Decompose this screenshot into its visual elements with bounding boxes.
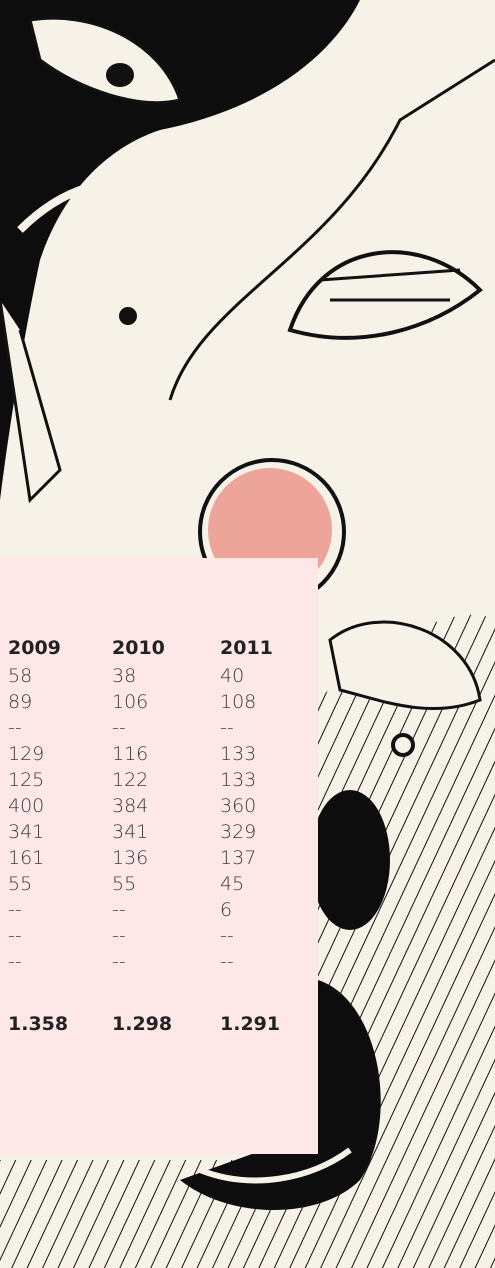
- table-cell: 6: [220, 899, 232, 921]
- page: 2009 2010 2011 58 38 40 89 106 108 -- -- -- 129 116 13…: [0, 0, 495, 1268]
- table-cell: 161: [8, 847, 44, 869]
- table-panel: 2009 2010 2011 58 38 40 89 106 108 -- -- -- 129 116 13…: [0, 558, 318, 1154]
- column-header: 2011: [220, 637, 273, 659]
- total-cell: 1.298: [112, 1013, 172, 1035]
- table-cell: --: [8, 925, 22, 947]
- table-cell: --: [220, 717, 234, 739]
- table-cell: 40: [220, 665, 244, 687]
- table-cell: 45: [220, 873, 244, 895]
- table-cell: 55: [8, 873, 32, 895]
- table-cell: 58: [8, 665, 32, 687]
- table-cell: 133: [220, 769, 256, 791]
- table-cell: 329: [220, 821, 256, 843]
- table-cell: --: [8, 951, 22, 973]
- table-cell: 38: [112, 665, 136, 687]
- table-cell: --: [112, 899, 126, 921]
- table-cell: 129: [8, 743, 44, 765]
- table-cell: 136: [112, 847, 148, 869]
- table-cell: 122: [112, 769, 148, 791]
- table-cell: 360: [220, 795, 256, 817]
- table-cell: 108: [220, 691, 256, 713]
- column-header: 2009: [8, 637, 61, 659]
- table-cell: --: [8, 899, 22, 921]
- table-cell: 55: [112, 873, 136, 895]
- table-cell: 133: [220, 743, 256, 765]
- table-cell: 89: [8, 691, 32, 713]
- total-cell: 1.291: [220, 1013, 280, 1035]
- column-header: 2010: [112, 637, 165, 659]
- table-cell: 400: [8, 795, 44, 817]
- table-cell: 125: [8, 769, 44, 791]
- table-cell: 116: [112, 743, 148, 765]
- table-cell: --: [220, 925, 234, 947]
- table-cell: --: [112, 717, 126, 739]
- table-cell: --: [112, 925, 126, 947]
- table-cell: --: [112, 951, 126, 973]
- table-cell: 341: [8, 821, 44, 843]
- table-cell: 106: [112, 691, 148, 713]
- table-cell: --: [8, 717, 22, 739]
- table-cell: 384: [112, 795, 148, 817]
- table-cell: 341: [112, 821, 148, 843]
- total-cell: 1.358: [8, 1013, 68, 1035]
- table-cell: 137: [220, 847, 256, 869]
- table-cell: --: [220, 951, 234, 973]
